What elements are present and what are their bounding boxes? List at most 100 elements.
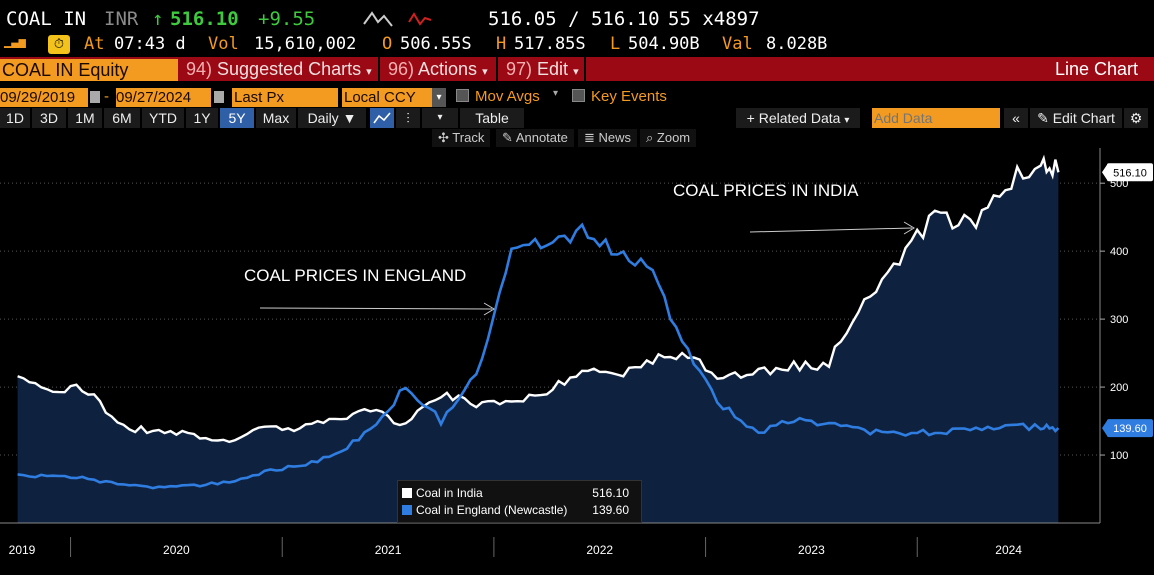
security-field[interactable]: COAL IN Equity xyxy=(0,59,178,81)
period-1m-button[interactable]: 1M xyxy=(68,108,102,128)
calendar-icon[interactable] xyxy=(214,91,224,103)
news-tool[interactable]: ≣ News xyxy=(578,129,638,147)
track-tool[interactable]: ✣ Track xyxy=(432,129,491,147)
england-series-line xyxy=(17,222,1060,490)
annotate-tool[interactable]: ✎ Annotate xyxy=(496,129,574,147)
period-6m-button[interactable]: 6M xyxy=(104,108,140,128)
callout-box xyxy=(1107,419,1153,438)
last-value-callouts: 516.10 139.60 xyxy=(1102,163,1153,438)
chart-type-label[interactable]: Line Chart xyxy=(1054,59,1138,79)
frequency-label: Daily xyxy=(307,110,339,126)
legend-value: 516.10 xyxy=(592,486,629,500)
dropdown-arrow-icon[interactable]: ▾ xyxy=(432,88,446,107)
mov-avgs-toggle[interactable]: Mov Avgs xyxy=(456,88,540,105)
bar-chart-icon[interactable]: ⫶ xyxy=(396,108,420,128)
dropdown-arrow-icon: ▾ xyxy=(844,115,850,126)
news-label: News xyxy=(598,130,632,145)
menu-number: 97) xyxy=(506,59,533,79)
zoom-label: Zoom xyxy=(656,130,691,145)
quote-time: 07:43 d xyxy=(114,34,186,54)
x-tick-label: 2019 xyxy=(9,543,36,557)
low-price: 504.90B xyxy=(628,34,700,54)
up-arrow-icon: ↑ xyxy=(152,8,164,30)
related-data-label: + Related Data xyxy=(746,110,841,126)
pencil-icon: ✎ xyxy=(1037,110,1049,126)
legend-item-india[interactable]: Coal in India 516.10 xyxy=(402,485,635,501)
end-date-input[interactable]: 09/27/2024 xyxy=(116,88,211,107)
period-5y-button[interactable]: 5Y xyxy=(220,108,254,128)
callout-pointer xyxy=(1102,163,1108,182)
period-toolbar: 1D 3D 1M 6M YTD 1Y 5Y Max Daily ▼ ⫶ ▾ Ta… xyxy=(0,108,1154,128)
gear-icon[interactable]: ⚙ xyxy=(1124,108,1148,128)
field-select[interactable]: Last Px xyxy=(232,88,338,107)
y-tick-label: 200 xyxy=(1110,382,1128,394)
news-icon: ≣ xyxy=(584,130,595,145)
actions-menu[interactable]: 96) Actions ▾ xyxy=(382,57,498,81)
menu-number: 96) xyxy=(388,59,415,79)
x-tick-label: 2023 xyxy=(798,543,825,557)
edit-chart-label: Edit Chart xyxy=(1052,110,1115,126)
price-change: +9.55 xyxy=(258,8,316,30)
callout-box xyxy=(1107,163,1153,182)
high-price: 517.85S xyxy=(514,34,586,54)
annotation-india: COAL PRICES IN INDIA xyxy=(673,181,859,200)
vol-label: Vol xyxy=(208,34,239,54)
period-1d-button[interactable]: 1D xyxy=(0,108,30,128)
zoom-tool[interactable]: ⌕ Zoom xyxy=(640,129,697,147)
x-tick-label: 2020 xyxy=(163,543,190,557)
legend-label: Coal in India xyxy=(416,486,483,500)
range-controls: 09/29/2019 - 09/27/2024 Last Px Local CC… xyxy=(0,87,1154,109)
x-tick-label: 2022 xyxy=(586,543,613,557)
callout-pointer xyxy=(1102,419,1108,438)
y-tick-label: 100 xyxy=(1110,450,1128,462)
ticker-currency: INR xyxy=(104,8,139,30)
key-events-label: Key Events xyxy=(591,88,667,105)
last-price: 516.10 xyxy=(170,8,239,30)
period-3d-button[interactable]: 3D xyxy=(32,108,66,128)
add-data-input[interactable] xyxy=(872,108,1000,128)
edit-chart-button[interactable]: ✎ Edit Chart xyxy=(1030,108,1122,128)
menu-divider xyxy=(584,57,586,81)
india-area-fill xyxy=(17,158,1059,523)
menu-number: 94) xyxy=(186,59,213,79)
period-max-button[interactable]: Max xyxy=(256,108,296,128)
volume: 15,610,002 xyxy=(254,34,357,54)
menu-divider xyxy=(378,57,380,81)
key-events-toggle[interactable]: Key Events xyxy=(572,88,667,105)
dropdown-arrow-icon: ▾ xyxy=(366,66,372,78)
collapse-icon[interactable]: « xyxy=(1004,108,1028,128)
calendar-icon[interactable] xyxy=(90,91,100,103)
x-tick-label: 2021 xyxy=(375,543,402,557)
table-button[interactable]: Table xyxy=(460,108,524,128)
menu-label: Suggested Charts xyxy=(217,59,362,79)
period-ytd-button[interactable]: YTD xyxy=(142,108,184,128)
mov-avgs-label: Mov Avgs xyxy=(475,88,540,105)
dropdown-arrow-icon: ▾ xyxy=(482,66,488,78)
related-data-button[interactable]: + Related Data ▾ xyxy=(736,108,860,128)
legend-value: 139.60 xyxy=(592,503,629,517)
menu-label: Actions xyxy=(418,59,478,79)
menu-bar: COAL IN Equity 94) Suggested Charts ▾ 96… xyxy=(0,57,1154,81)
frequency-select[interactable]: Daily ▼ xyxy=(298,108,366,128)
chart-style-dropdown[interactable]: ▾ xyxy=(422,108,458,128)
legend-item-england[interactable]: Coal in England (Newcastle) 139.60 xyxy=(402,502,635,518)
edit-menu[interactable]: 97) Edit ▾ xyxy=(500,57,588,81)
dropdown-arrow-icon[interactable]: ▾ xyxy=(553,88,559,99)
date-separator: - xyxy=(104,88,109,105)
annotate-label: Annotate xyxy=(515,130,568,145)
val-label: Val xyxy=(722,34,753,54)
currency-select[interactable]: Local CCY xyxy=(342,88,432,107)
track-label: Track xyxy=(452,130,485,145)
bid-ask: 516.05 / 516.10 xyxy=(488,8,660,30)
suggested-charts-menu[interactable]: 94) Suggested Charts ▾ xyxy=(180,57,382,81)
india-series-line xyxy=(17,154,1060,444)
callout-value: 139.60 xyxy=(1113,423,1147,435)
period-1y-button[interactable]: 1Y xyxy=(186,108,218,128)
line-chart-icon[interactable] xyxy=(370,108,394,128)
clock-badge-icon[interactable]: ⏱ xyxy=(48,35,70,54)
high-label: H xyxy=(496,34,507,54)
y-tick-label: 400 xyxy=(1110,246,1128,258)
start-date-input[interactable]: 09/29/2019 xyxy=(0,88,88,107)
